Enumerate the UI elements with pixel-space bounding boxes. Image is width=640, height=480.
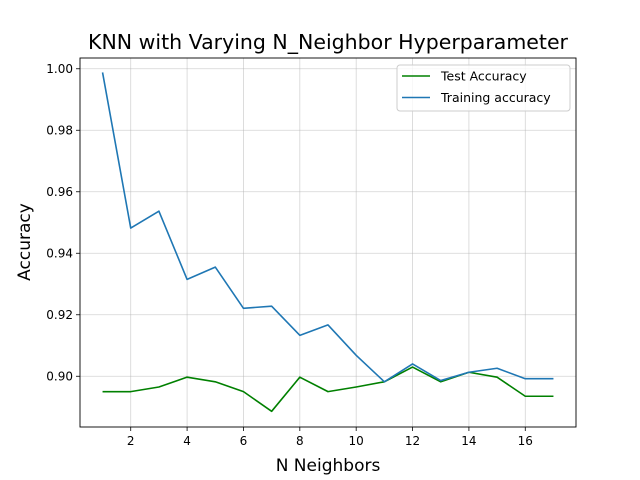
y-tick-label: 0.96: [46, 185, 73, 199]
x-axis-label: N Neighbors: [276, 456, 381, 476]
y-tick-label: 0.92: [46, 308, 73, 322]
grid-lines: [80, 58, 576, 427]
y-tick-label: 0.94: [46, 247, 73, 261]
x-tick-label: 10: [349, 434, 364, 448]
plot-area-frame: [79, 57, 577, 428]
y-axis-label: Accuracy: [15, 203, 35, 281]
x-tick-label: 16: [518, 434, 533, 448]
legend-label-0: Test Accuracy: [440, 69, 527, 84]
y-axis-ticks: 0.90 0.92 0.94 0.96 0.98 1.00: [46, 62, 80, 384]
x-tick-label: 2: [127, 434, 135, 448]
x-tick-label: 6: [240, 434, 248, 448]
y-tick-label: 0.90: [46, 370, 73, 384]
legend-label-1: Training accuracy: [440, 90, 551, 105]
series-line-0: [102, 366, 554, 413]
y-tick-label: 1.00: [46, 62, 73, 76]
legend-box: [396, 64, 571, 112]
x-tick-label: 8: [296, 434, 304, 448]
y-tick-label: 0.98: [46, 124, 73, 138]
legend: Test Accuracy Training accuracy: [396, 64, 571, 112]
x-tick-label: 12: [405, 434, 420, 448]
x-tick-label: 4: [183, 434, 191, 448]
chart-title: KNN with Varying N_Neighbor Hyperparamet…: [88, 30, 569, 55]
x-axis-ticks: 2 4 6 8 10 12 14 16: [127, 427, 533, 448]
x-tick-label: 14: [461, 434, 476, 448]
series-line-1: [101, 72, 554, 383]
series-lines: [101, 72, 554, 413]
